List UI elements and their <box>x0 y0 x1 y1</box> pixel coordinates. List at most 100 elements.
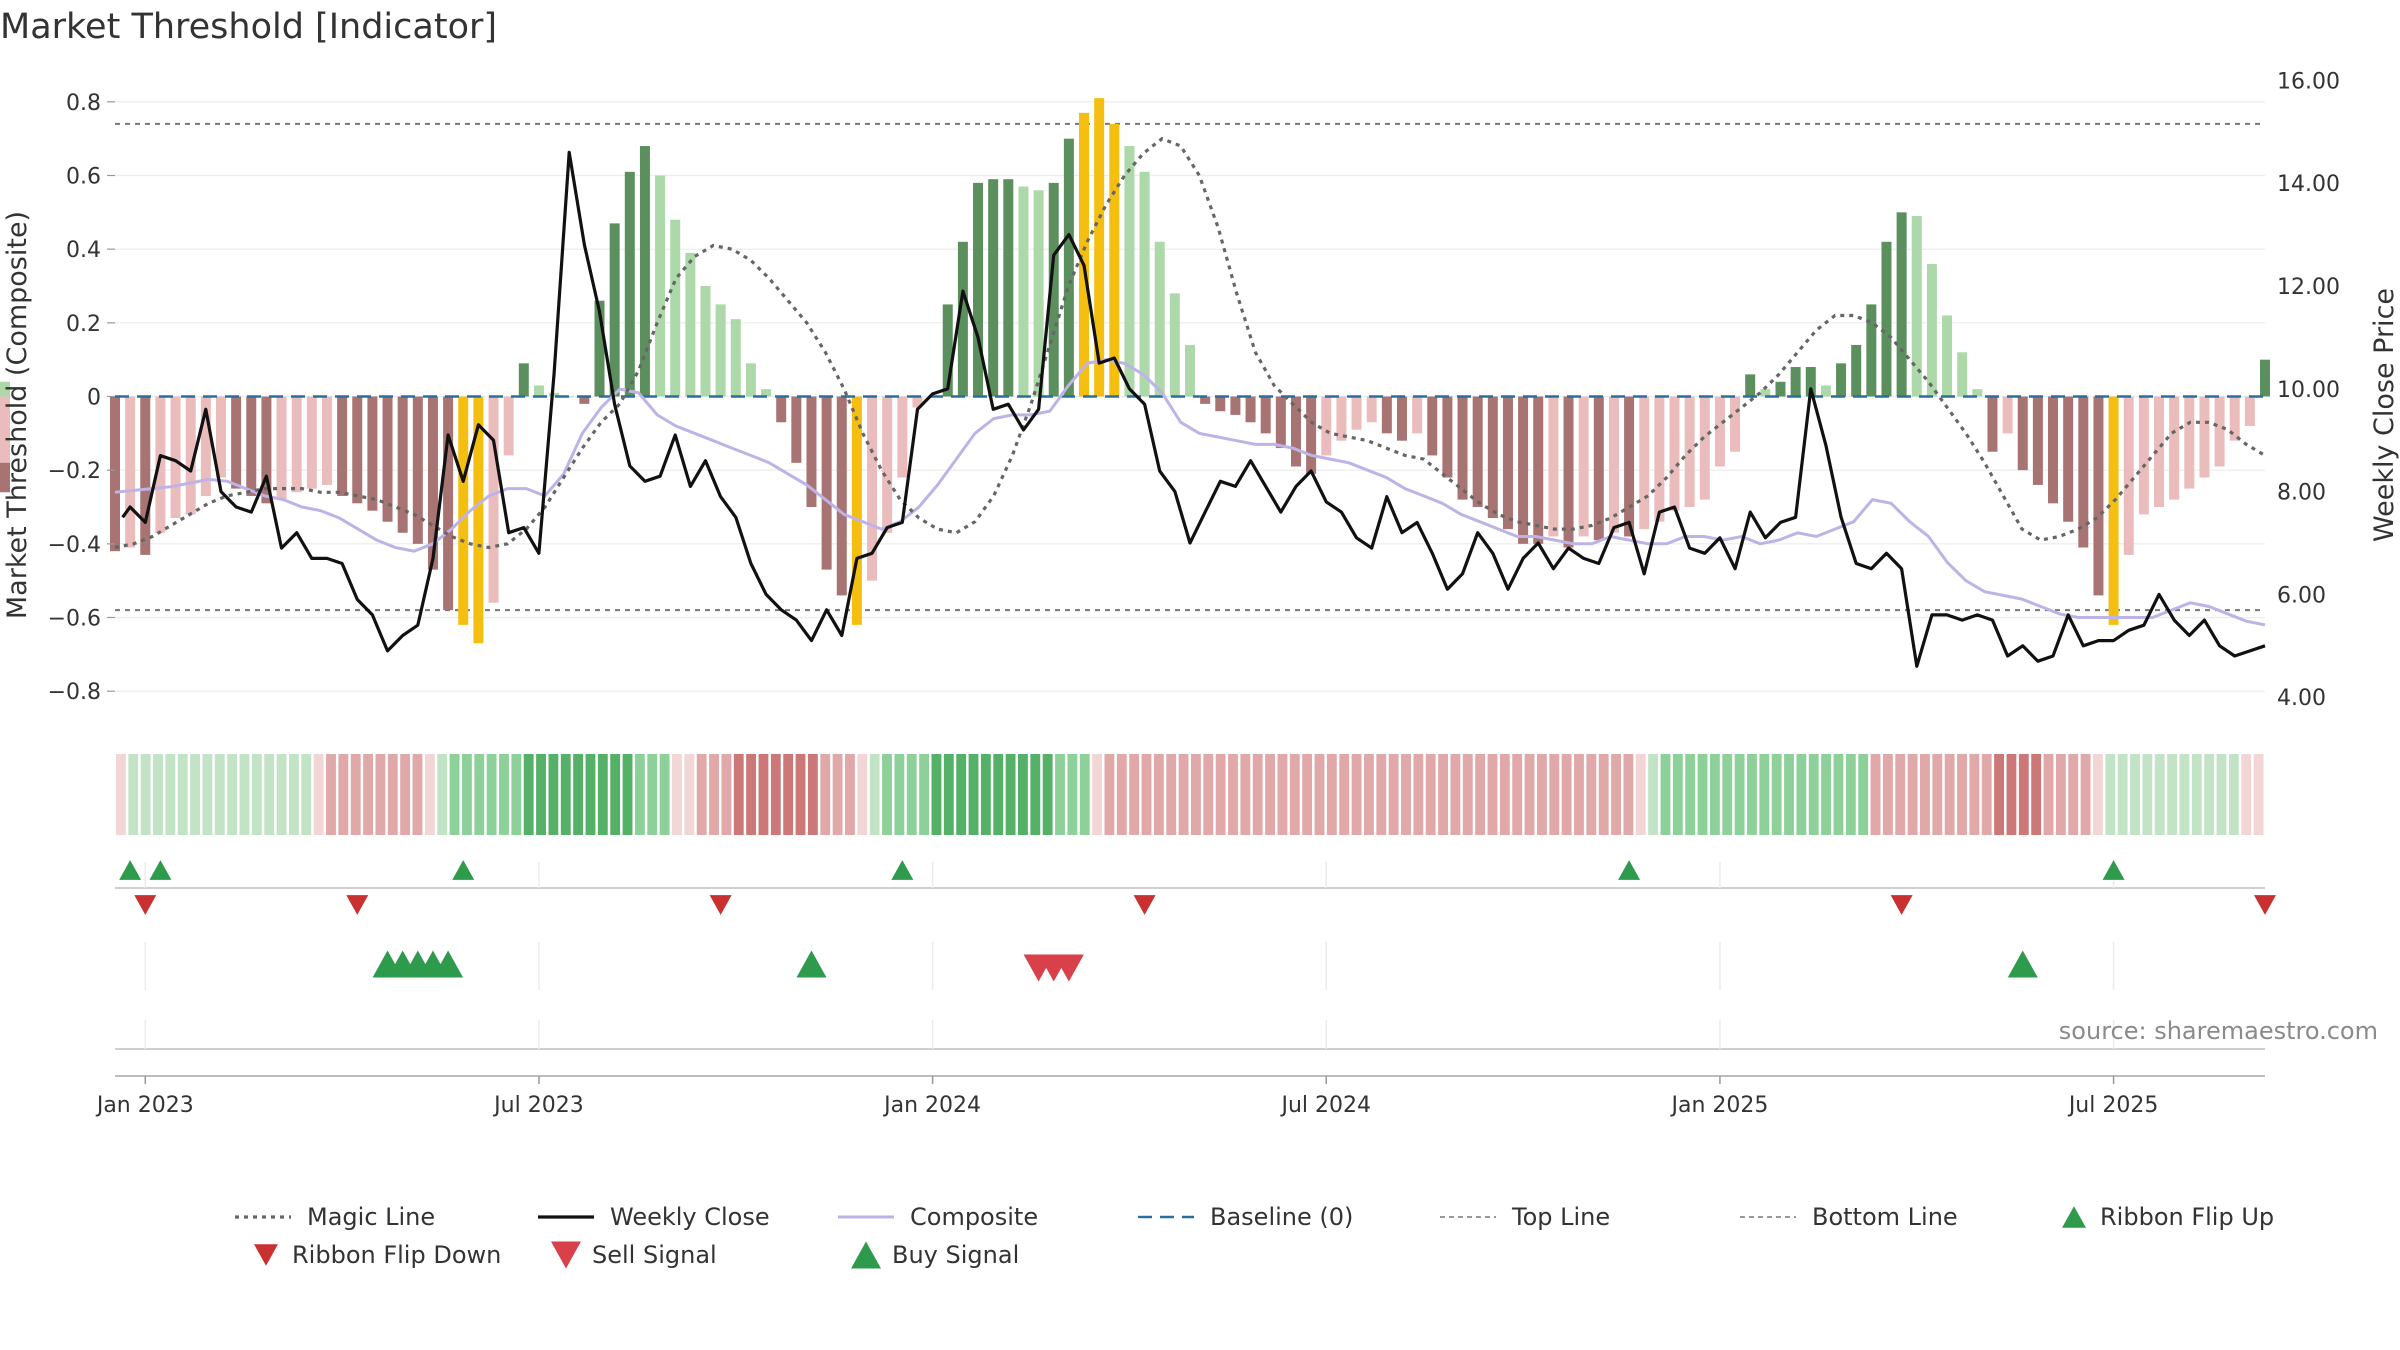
ribbon-segment <box>116 754 126 835</box>
ribbon-segment <box>474 754 485 835</box>
ribbon-segment <box>746 754 757 835</box>
sell-signal-marker <box>1053 954 1084 982</box>
ribbon-segment <box>2031 754 2042 835</box>
composite-bar <box>443 396 454 611</box>
y-axis-right: 16.00 14.00 12.00 10.00 8.00 6.00 4.00 <box>2277 69 2340 711</box>
composite-bar <box>624 171 635 397</box>
ribbon-segment <box>597 754 608 835</box>
ribbon-flip-up-marker <box>891 860 914 880</box>
ribbon-segment <box>622 754 633 835</box>
ribbon-segment <box>486 754 497 835</box>
y-right-tick-label: 4.00 <box>2277 686 2326 711</box>
ribbon-segment <box>560 754 571 835</box>
ribbon-segment <box>2043 754 2054 835</box>
y-right-tick-label: 6.00 <box>2277 583 2326 608</box>
y-tick-label: 0.8 <box>66 91 101 116</box>
composite-bar <box>1275 396 1286 449</box>
source-credit: source: sharemaestro.com <box>2059 1017 2378 1045</box>
ribbon-segment <box>2228 754 2239 835</box>
ribbon-segment <box>338 754 349 835</box>
composite-bar <box>821 396 832 570</box>
ribbon-segment <box>1376 754 1387 835</box>
y-tick-label: −0.8 <box>48 680 101 705</box>
composite-bar <box>185 396 196 515</box>
composite-bar <box>215 396 226 478</box>
composite-bar <box>1457 396 1468 500</box>
ribbon-segment <box>1672 754 1683 835</box>
ribbon-segment <box>1709 754 1720 835</box>
weekly-close-line <box>121 150 2266 668</box>
ribbon-segment <box>1005 754 1016 835</box>
composite-bar <box>1896 212 1907 397</box>
legend-swatch-buy <box>851 1241 881 1269</box>
ribbon-segment <box>190 754 200 835</box>
composite-bar <box>1124 146 1135 397</box>
ribbon-segment <box>276 754 287 835</box>
composite-bar <box>488 396 499 603</box>
composite-bar <box>1775 381 1786 397</box>
x-tick-label: Jul 2023 <box>492 1093 584 1118</box>
ribbon-segment <box>1104 754 1115 835</box>
ribbon-segment <box>1351 754 1362 835</box>
y-axis-left: 0.8 0.6 0.4 0.2 0 −0.2 −0.4 −0.6 −0.8 <box>48 91 115 705</box>
ribbon-segment <box>350 754 361 835</box>
composite-bar <box>1472 396 1483 507</box>
ribbon-segment <box>461 754 472 835</box>
composite-bar <box>1533 396 1544 544</box>
composite-bar <box>912 396 923 408</box>
ribbon-segment <box>2167 754 2178 835</box>
ribbon-segment <box>1277 754 1288 835</box>
ribbon-segment <box>783 754 794 835</box>
ribbon-segment <box>437 754 448 835</box>
composite-bar <box>2002 396 2013 434</box>
ribbon-segment <box>931 754 942 835</box>
composite-bar <box>761 389 772 397</box>
ribbon-segment <box>906 754 917 835</box>
composite-bar <box>1336 396 1347 441</box>
ribbon-segment <box>1252 754 1263 835</box>
composite-bar <box>503 396 514 456</box>
ribbon-flip-up-marker <box>452 860 475 880</box>
ribbon-segment <box>1413 754 1424 835</box>
ribbon-segment <box>2055 754 2066 835</box>
composite-bar <box>1866 304 1877 397</box>
composite-bar <box>942 304 953 397</box>
ribbon-segment <box>1326 754 1337 835</box>
ribbon-segment <box>1438 754 1448 835</box>
composite-bar <box>715 304 726 397</box>
ribbon-flip-down-marker <box>134 895 157 915</box>
ribbon-segment <box>288 754 299 835</box>
legend-label: Buy Signal <box>892 1241 1019 1269</box>
buy-signal-marker <box>2007 950 2038 978</box>
ribbon-segment <box>882 754 892 835</box>
ribbon-segment <box>1611 754 1621 835</box>
composite-bar <box>897 396 908 478</box>
composite-bar <box>1820 385 1831 397</box>
composite-bar <box>882 396 893 533</box>
ribbon-segment <box>1623 754 1634 835</box>
ribbon-segment <box>832 754 843 835</box>
ribbon-segment <box>523 754 534 835</box>
composite-bar <box>1063 138 1074 397</box>
x-tick-label: Jan 2024 <box>882 1093 981 1118</box>
ribbon-segment <box>2253 754 2264 835</box>
composite-bar <box>2093 396 2104 596</box>
composite-bar <box>1518 396 1529 544</box>
composite-bar <box>1079 112 1090 397</box>
composite-bar <box>639 146 650 397</box>
composite-bar <box>246 396 257 496</box>
composite-bar <box>1033 190 1044 397</box>
ribbon-segment <box>1660 754 1671 835</box>
ribbon-segment <box>1228 754 1238 835</box>
composite-bar <box>1790 367 1801 397</box>
ribbon-segment <box>1425 754 1436 835</box>
ribbon-segment <box>536 754 546 835</box>
composite-bar <box>200 396 211 496</box>
ribbon-segment <box>1561 754 1572 835</box>
ribbon-segment <box>326 754 336 835</box>
ribbon-segment <box>301 754 312 835</box>
buy-signal-marker <box>796 950 827 978</box>
composite-bar <box>655 175 666 397</box>
composite-bar <box>2154 396 2165 507</box>
ribbon-segment <box>153 754 163 835</box>
